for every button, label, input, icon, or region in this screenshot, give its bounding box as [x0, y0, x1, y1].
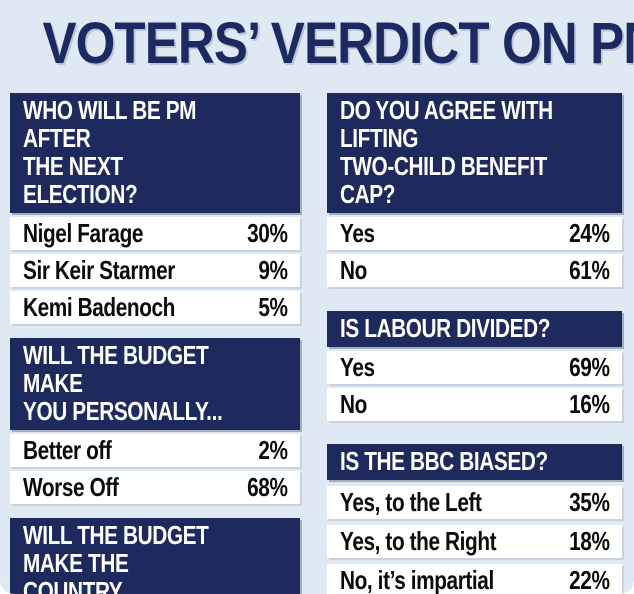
row-label: Better off [23, 435, 112, 465]
poll-row: Kemi Badenoch 5% [10, 291, 300, 324]
row-label: Yes [340, 218, 375, 248]
row-value: 5% [258, 292, 289, 322]
section-header: IS THE BBC BIASED? [327, 444, 622, 480]
row-label: Nigel Farage [23, 218, 144, 248]
section-header-text: WHO WILL BE PM AFTER THE NEXT ELECTION? [23, 95, 197, 209]
row-label: No, it’s impartial [340, 565, 494, 594]
section-header-text: IS LABOUR DIVIDED? [340, 313, 551, 343]
row-label: Yes, to the Right [340, 526, 497, 556]
poll-row: Yes 24% [327, 217, 622, 250]
poll-row: Nigel Farage 30% [10, 217, 300, 250]
row-label: Yes [340, 352, 375, 382]
section-header-text: DO YOU AGREE WITH LIFTING TWO-CHILD BENE… [340, 95, 553, 209]
poll-row: No, it’s impartial 22% [327, 564, 622, 594]
row-value: 69% [569, 352, 611, 382]
poll-row: Yes, to the Left 35% [327, 486, 622, 519]
row-value: 16% [569, 389, 611, 419]
section-budget-country: WILL THE BUDGET MAKE THE COUNTRY... Bett… [10, 518, 300, 594]
section-header-text: IS THE BBC BIASED? [340, 446, 548, 476]
section-bbc-biased: IS THE BBC BIASED? Yes, to the Left 35% … [327, 444, 622, 594]
poll-row: Yes 69% [327, 351, 622, 384]
row-value: 30% [247, 218, 289, 248]
row-label: Yes, to the Left [340, 487, 482, 517]
title-bar: VOTERS’ VERDICT ON PM [0, 10, 634, 77]
row-value: 18% [569, 526, 611, 556]
section-header: WILL THE BUDGET MAKE THE COUNTRY... [10, 518, 300, 594]
row-label: No [340, 389, 367, 419]
section-header: IS LABOUR DIVIDED? [327, 311, 622, 347]
poll-row: Better off 2% [10, 434, 300, 467]
row-label: No [340, 255, 367, 285]
row-value: 68% [247, 472, 289, 502]
poll-row: Yes, to the Right 18% [327, 525, 622, 558]
poll-row: Worse Off 68% [10, 471, 300, 504]
row-value: 22% [569, 565, 611, 594]
row-value: 61% [569, 255, 611, 285]
section-labour-divided: IS LABOUR DIVIDED? Yes 69% No 16% [327, 311, 622, 421]
section-header-text: WILL THE BUDGET MAKE THE COUNTRY... [23, 520, 209, 594]
row-value: 35% [569, 487, 611, 517]
section-header: DO YOU AGREE WITH LIFTING TWO-CHILD BENE… [327, 93, 622, 213]
row-value: 9% [258, 255, 289, 285]
section-header-text: WILL THE BUDGET MAKE YOU PERSONALLY... [23, 340, 223, 426]
row-value: 2% [258, 435, 289, 465]
row-label: Worse Off [23, 472, 119, 502]
section-header: WILL THE BUDGET MAKE YOU PERSONALLY... [10, 338, 300, 430]
poll-row: No 61% [327, 254, 622, 287]
section-budget-personally: WILL THE BUDGET MAKE YOU PERSONALLY... B… [10, 338, 300, 504]
section-benefit-cap: DO YOU AGREE WITH LIFTING TWO-CHILD BENE… [327, 93, 622, 287]
section-header: WHO WILL BE PM AFTER THE NEXT ELECTION? [10, 93, 300, 213]
row-value: 24% [569, 218, 611, 248]
poll-row: No 16% [327, 388, 622, 421]
page-title: VOTERS’ VERDICT ON PM [42, 11, 634, 76]
left-column: WHO WILL BE PM AFTER THE NEXT ELECTION? … [10, 93, 300, 594]
row-label: Kemi Badenoch [23, 292, 175, 322]
poll-row: Sir Keir Starmer 9% [10, 254, 300, 287]
row-label: Sir Keir Starmer [23, 255, 175, 285]
section-pm-after-election: WHO WILL BE PM AFTER THE NEXT ELECTION? … [10, 93, 300, 324]
right-column: DO YOU AGREE WITH LIFTING TWO-CHILD BENE… [327, 93, 622, 594]
